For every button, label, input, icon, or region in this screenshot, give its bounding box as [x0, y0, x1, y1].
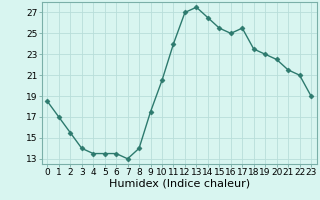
- X-axis label: Humidex (Indice chaleur): Humidex (Indice chaleur): [108, 179, 250, 189]
